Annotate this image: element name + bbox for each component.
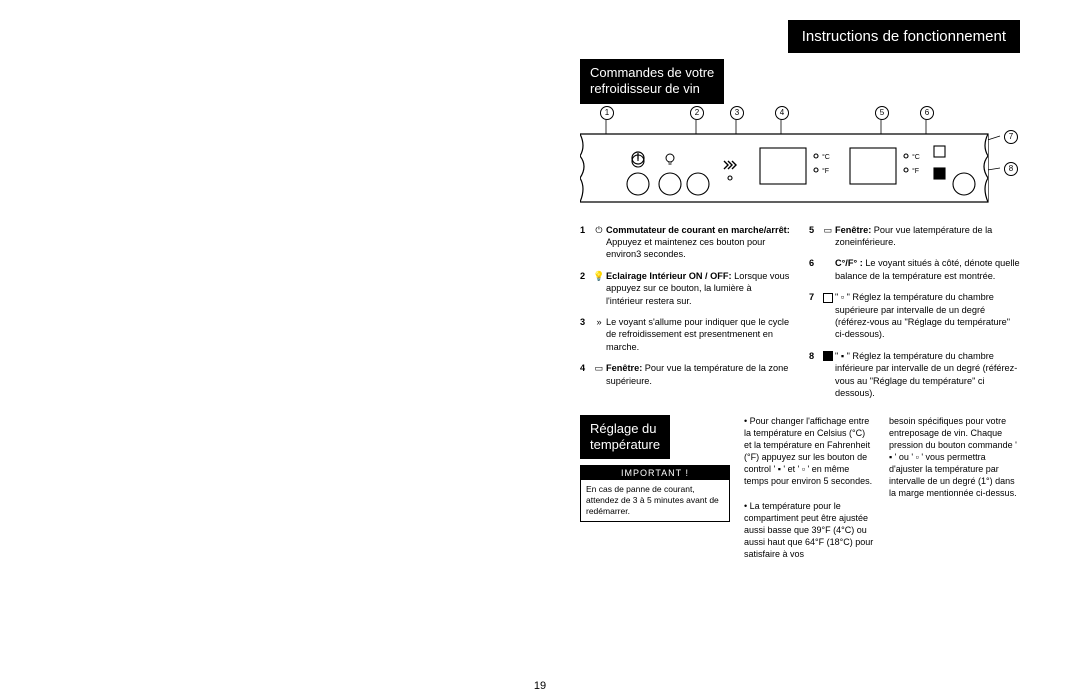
controls-legend: 1 ⏻ Commutateur de courant en marche/arr… xyxy=(580,224,1020,409)
temp-col-1: • Pour changer l'affichage entre la temp… xyxy=(744,415,875,561)
page-number: 19 xyxy=(0,680,1080,692)
temp-instructions: • Pour changer l'affichage entre la temp… xyxy=(744,415,1020,561)
svg-text:°C: °C xyxy=(822,153,830,161)
square-filled-icon xyxy=(823,351,833,361)
legend-item: 6 C°/F° : Le voyant situés à côté, dénot… xyxy=(809,257,1020,282)
important-box: IMPORTANT ! En cas de panne de courant, … xyxy=(580,465,730,522)
power-icon: ⏻ xyxy=(592,224,606,261)
section-temp-header: Réglage dutempérature xyxy=(580,415,670,460)
window-icon: ▭ xyxy=(592,362,606,387)
svg-text:°F: °F xyxy=(822,167,829,175)
legend-item: 2 💡 Eclairage Intérieur ON / OFF: Lorsqu… xyxy=(580,270,791,307)
legend-item: 5 ▭ Fenêtre: Pour vue latempérature de l… xyxy=(809,224,1020,249)
legend-item: 3 » Le voyant s'allume pour indiquer que… xyxy=(580,316,791,353)
temp-col-2: besoin spécifiques pour votre entreposag… xyxy=(889,415,1020,561)
legend-item: 1 ⏻ Commutateur de courant en marche/arr… xyxy=(580,224,791,261)
section-controls-header: Commandes de votrerefroidisseur de vin xyxy=(580,59,724,104)
window-icon: ▭ xyxy=(821,224,835,249)
bulb-icon: 💡 xyxy=(592,270,606,307)
square-open-icon xyxy=(823,293,833,303)
legend-item: 8 " ▪ " Réglez la température du chambre… xyxy=(809,350,1020,400)
legend-item: 4 ▭ Fenêtre: Pour vue la température de … xyxy=(580,362,791,387)
important-text: En cas de panne de courant, attendez de … xyxy=(581,480,729,521)
waves-icon: » xyxy=(592,316,606,353)
svg-text:°F: °F xyxy=(912,167,919,175)
important-label: IMPORTANT ! xyxy=(581,466,729,480)
svg-text:°C: °C xyxy=(912,153,920,161)
legend-item: 7 " ▫ " Réglez la température du chambre… xyxy=(809,291,1020,341)
control-panel-diagram: 1 2 3 4 5 6 7 8 xyxy=(580,106,1020,216)
page-title: Instructions de fonctionnement xyxy=(788,20,1020,53)
